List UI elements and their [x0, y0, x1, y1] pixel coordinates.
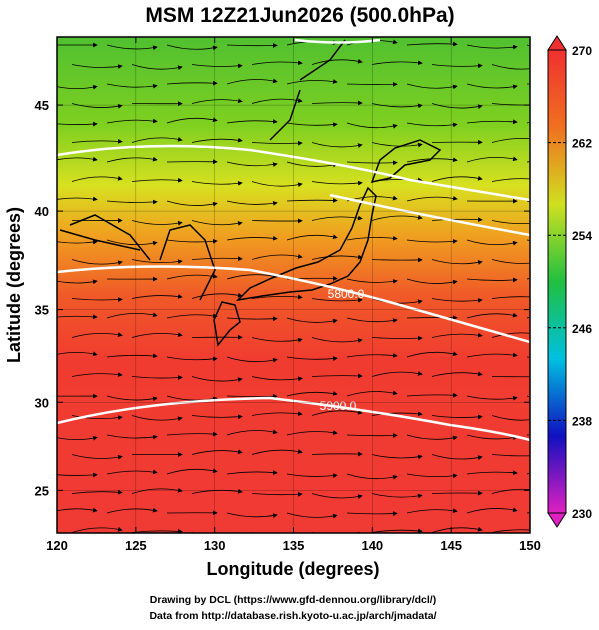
- y-tick-label: 35: [35, 303, 49, 318]
- colorbar-extend: [548, 36, 566, 50]
- x-tick-label: 130: [204, 538, 226, 553]
- colorbar-tick-label: 246: [572, 322, 592, 336]
- x-tick-label: 120: [46, 538, 68, 553]
- colorbar-tick-label: 230: [572, 507, 592, 521]
- colorbar-tick-label: 238: [572, 414, 592, 428]
- x-tick-label: 150: [519, 538, 541, 553]
- streamline: [552, 533, 599, 535]
- x-axis-label: Longitude (degrees): [206, 559, 379, 579]
- y-tick-label: 30: [35, 395, 49, 410]
- y-tick-label: 45: [35, 98, 49, 113]
- title: MSM 12Z21Jun2026 (500.0hPa): [145, 4, 454, 27]
- colorbar-tick-label: 262: [572, 137, 592, 151]
- contour-label: 5800.0: [328, 287, 365, 301]
- y-tick-label: 40: [35, 204, 49, 219]
- colorbar-tick-label: 254: [572, 229, 592, 243]
- x-tick-label: 145: [440, 538, 462, 553]
- colorbar-extend: [548, 513, 566, 527]
- y-tick-label: 25: [35, 483, 49, 498]
- x-tick-label: 125: [125, 538, 147, 553]
- y-axis-label: Latitude (degrees): [4, 207, 24, 363]
- credit: Drawing by DCL (https://www.gfd-dennou.o…: [150, 594, 436, 606]
- contour-label: 5900.0: [320, 399, 357, 413]
- x-tick-label: 135: [283, 538, 305, 553]
- colorbar-tick-label: 270: [572, 44, 592, 58]
- x-tick-label: 140: [361, 538, 383, 553]
- credit: Data from http://database.rish.kyoto-u.a…: [149, 610, 436, 622]
- colorbar: [548, 50, 566, 513]
